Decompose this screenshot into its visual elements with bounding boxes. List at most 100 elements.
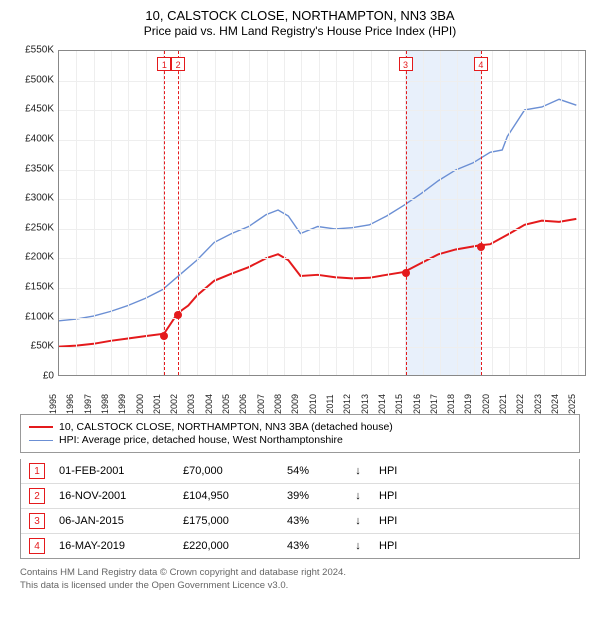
- x-tick-label: 2000: [135, 394, 145, 414]
- row-price: £175,000: [183, 515, 273, 527]
- x-tick-label: 2014: [377, 394, 387, 414]
- x-tick-label: 2004: [204, 394, 214, 414]
- x-tick-label: 2019: [463, 394, 473, 414]
- x-axis-labels: 1995199619971998199920002001200220032004…: [58, 378, 586, 404]
- y-tick-label: £150K: [10, 282, 54, 293]
- table-row: 1 01-FEB-2001 £70,000 54% ↓ HPI: [21, 459, 579, 483]
- footer-attribution: Contains HM Land Registry data © Crown c…: [20, 567, 580, 593]
- row-pct: 43%: [287, 515, 337, 527]
- row-pct: 39%: [287, 490, 337, 502]
- y-tick-label: £50K: [10, 341, 54, 352]
- x-tick-label: 2017: [429, 394, 439, 414]
- x-tick-label: 2020: [481, 394, 491, 414]
- x-tick-label: 2009: [290, 394, 300, 414]
- y-tick-label: £0: [10, 371, 54, 382]
- row-price: £70,000: [183, 465, 273, 477]
- x-tick-label: 2008: [273, 394, 283, 414]
- chart-subtitle: Price paid vs. HM Land Registry's House …: [10, 24, 590, 38]
- row-badge: 3: [29, 513, 45, 529]
- x-tick-label: 2025: [567, 394, 577, 414]
- row-date: 01-FEB-2001: [59, 465, 169, 477]
- x-tick-label: 2011: [325, 394, 335, 413]
- legend-item: HPI: Average price, detached house, West…: [29, 434, 571, 446]
- chart-titles: 10, CALSTOCK CLOSE, NORTHAMPTON, NN3 3BA…: [10, 8, 590, 38]
- y-tick-label: £200K: [10, 252, 54, 263]
- transaction-marker-badge: 1: [157, 57, 171, 71]
- down-arrow-icon: ↓: [351, 465, 365, 477]
- x-tick-label: 2023: [533, 394, 543, 414]
- chart-title: 10, CALSTOCK CLOSE, NORTHAMPTON, NN3 3BA: [10, 8, 590, 23]
- y-tick-label: £400K: [10, 133, 54, 144]
- x-tick-label: 1998: [100, 394, 110, 414]
- table-row: 2 16-NOV-2001 £104,950 39% ↓ HPI: [21, 483, 579, 508]
- legend: 10, CALSTOCK CLOSE, NORTHAMPTON, NN3 3BA…: [20, 414, 580, 453]
- row-badge: 4: [29, 538, 45, 554]
- row-pct: 43%: [287, 540, 337, 552]
- row-hpi-label: HPI: [379, 515, 571, 527]
- x-tick-label: 1997: [83, 394, 93, 414]
- x-tick-label: 2002: [169, 394, 179, 414]
- transaction-dot: [160, 332, 168, 340]
- x-tick-label: 2016: [412, 394, 422, 414]
- y-tick-label: £350K: [10, 163, 54, 174]
- legend-label: 10, CALSTOCK CLOSE, NORTHAMPTON, NN3 3BA…: [59, 421, 393, 433]
- transaction-marker-badge: 4: [474, 57, 488, 71]
- footer-line: Contains HM Land Registry data © Crown c…: [20, 567, 580, 580]
- transaction-dot: [477, 243, 485, 251]
- x-tick-label: 2001: [152, 394, 162, 414]
- y-tick-label: £250K: [10, 222, 54, 233]
- down-arrow-icon: ↓: [351, 490, 365, 502]
- x-tick-label: 1996: [65, 394, 75, 414]
- row-hpi-label: HPI: [379, 465, 571, 477]
- row-date: 16-MAY-2019: [59, 540, 169, 552]
- y-tick-label: £300K: [10, 193, 54, 204]
- y-tick-label: £100K: [10, 311, 54, 322]
- x-tick-label: 2010: [308, 394, 318, 414]
- transaction-marker-line: [406, 51, 407, 375]
- x-tick-label: 2003: [186, 394, 196, 414]
- transaction-dot: [402, 269, 410, 277]
- table-row: 3 06-JAN-2015 £175,000 43% ↓ HPI: [21, 508, 579, 533]
- down-arrow-icon: ↓: [351, 515, 365, 527]
- chart-area: £0 £50K £100K £150K £200K £250K £300K £350K £400…: [10, 44, 590, 404]
- transaction-marker-line: [481, 51, 482, 375]
- transaction-marker-line: [178, 51, 179, 375]
- legend-swatch: [29, 426, 53, 428]
- x-tick-label: 1995: [48, 394, 58, 414]
- x-tick-label: 2015: [394, 394, 404, 414]
- legend-item: 10, CALSTOCK CLOSE, NORTHAMPTON, NN3 3BA…: [29, 421, 571, 433]
- row-date: 06-JAN-2015: [59, 515, 169, 527]
- series-line: [59, 219, 576, 347]
- row-badge: 2: [29, 488, 45, 504]
- transaction-marker-badge: 2: [171, 57, 185, 71]
- x-tick-label: 2018: [446, 394, 456, 414]
- y-tick-label: £450K: [10, 104, 54, 115]
- y-tick-label: £500K: [10, 74, 54, 85]
- x-tick-label: 2012: [342, 394, 352, 414]
- row-hpi-label: HPI: [379, 490, 571, 502]
- x-tick-label: 2005: [221, 394, 231, 414]
- line-paths: [59, 51, 585, 375]
- transaction-marker-badge: 3: [399, 57, 413, 71]
- x-tick-label: 2006: [238, 394, 248, 414]
- transactions-table: 1 01-FEB-2001 £70,000 54% ↓ HPI 2 16-NOV-2001 £1…: [20, 459, 580, 559]
- x-tick-label: 2024: [550, 394, 560, 414]
- row-badge: 1: [29, 463, 45, 479]
- row-price: £104,950: [183, 490, 273, 502]
- legend-label: HPI: Average price, detached house, West…: [59, 434, 343, 446]
- row-date: 16-NOV-2001: [59, 490, 169, 502]
- table-row: 4 16-MAY-2019 £220,000 43% ↓ HPI: [21, 533, 579, 558]
- row-hpi-label: HPI: [379, 540, 571, 552]
- transaction-marker-line: [164, 51, 165, 375]
- chart-container: 10, CALSTOCK CLOSE, NORTHAMPTON, NN3 3BA…: [0, 0, 600, 603]
- x-tick-label: 2007: [256, 394, 266, 414]
- down-arrow-icon: ↓: [351, 540, 365, 552]
- row-price: £220,000: [183, 540, 273, 552]
- plot-area: 12 3 4: [58, 50, 586, 376]
- x-tick-label: 2022: [515, 394, 525, 414]
- row-pct: 54%: [287, 465, 337, 477]
- x-tick-label: 2013: [360, 394, 370, 414]
- x-tick-label: 2021: [498, 394, 508, 414]
- footer-line: This data is licensed under the Open Gov…: [20, 580, 580, 593]
- y-tick-label: £550K: [10, 45, 54, 56]
